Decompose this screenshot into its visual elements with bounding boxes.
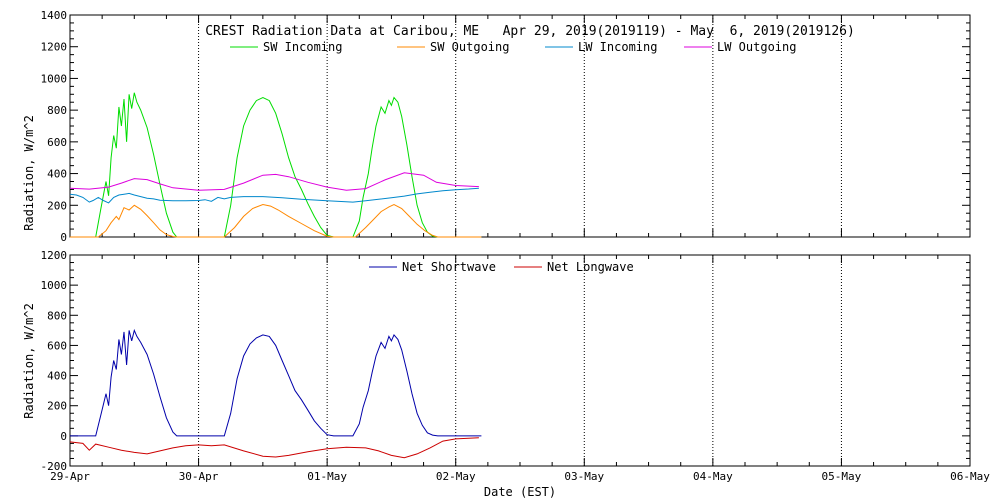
- y-tick-label: 1200: [41, 249, 68, 262]
- series-line-sw-incoming: [70, 92, 482, 238]
- legend-label: LW Outgoing: [717, 40, 796, 54]
- chart-title: CREST Radiation Data at Caribou, ME Apr …: [205, 24, 855, 39]
- y-tick-label: 800: [47, 309, 67, 322]
- plot-frame: [69, 14, 971, 238]
- y-tick-label: 1400: [41, 9, 68, 22]
- y-tick-label: 600: [47, 339, 67, 352]
- y-tick-label: 0: [60, 231, 67, 244]
- legend-label: Net Longwave: [547, 260, 634, 274]
- y-tick-label: 800: [47, 104, 67, 117]
- y-tick-label: 1000: [41, 279, 68, 292]
- series-line-sw-outgoing: [70, 203, 482, 238]
- x-tick-label: 06-May: [950, 470, 990, 483]
- y-tick-label: -200: [41, 460, 68, 473]
- x-tick-label: 03-May: [564, 470, 604, 483]
- y-tick-label: 1200: [41, 41, 68, 54]
- upper-panel: 0 200 400 600 800 1000 1200 1400 SW Incoming SW O…: [41, 9, 971, 244]
- legend-label: Net Shortwave: [402, 260, 496, 274]
- lower-y-axis-label: Radiation, W/m^2: [22, 303, 36, 419]
- legend-label: LW Incoming: [578, 40, 657, 54]
- x-tick-label: 29-Apr: [50, 470, 90, 483]
- y-tick-label: 600: [47, 136, 67, 149]
- series-line-lw-outgoing: [69, 172, 479, 191]
- y-tick-label: 200: [47, 199, 67, 212]
- x-axis-label: Date (EST): [484, 485, 556, 499]
- y-tick-label: 0: [60, 430, 67, 443]
- lower-panel: -200 0 200 400 600 800 1000 1200 Net Shortwave Ne…: [41, 249, 991, 483]
- x-tick-label: 01-May: [307, 470, 347, 483]
- y-tick-label: 200: [47, 400, 67, 413]
- x-tick-label: 30-Apr: [179, 470, 219, 483]
- x-tick-label: 04-May: [693, 470, 733, 483]
- legend-label: SW Outgoing: [430, 40, 509, 54]
- series-line-net-shortwave: [70, 328, 482, 437]
- series-line-net-longwave: [69, 437, 479, 459]
- plot-frame: [69, 254, 971, 467]
- series-line-lw-incoming: [69, 187, 479, 204]
- x-tick-label: 02-May: [436, 470, 476, 483]
- upper-y-axis-label: Radiation, W/m^2: [22, 115, 36, 231]
- y-tick-label: 400: [47, 168, 67, 181]
- y-tick-label: 1000: [41, 72, 68, 85]
- y-tick-label: 400: [47, 370, 67, 383]
- legend-label: SW Incoming: [263, 40, 342, 54]
- x-tick-label: 05-May: [822, 470, 862, 483]
